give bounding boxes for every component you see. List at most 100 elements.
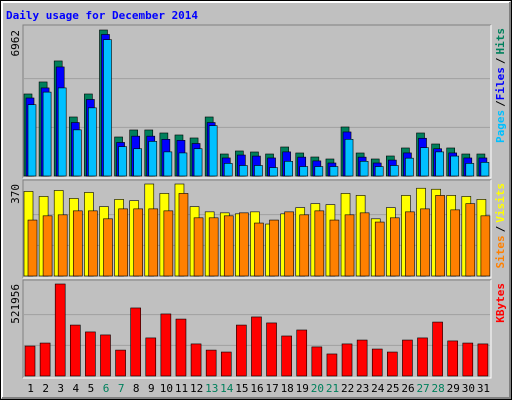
x-tick-label: 3	[57, 382, 64, 395]
legend: Sites / Visits	[494, 183, 507, 269]
bar	[239, 165, 248, 177]
panel-bevel-light	[23, 280, 492, 379]
bar	[405, 211, 415, 277]
x-tick-label: 9	[148, 382, 155, 395]
bar	[118, 208, 128, 277]
x-tick-label: 25	[386, 382, 399, 395]
bar	[359, 212, 370, 277]
bar	[72, 129, 82, 177]
bar	[54, 283, 66, 377]
x-tick-label: 4	[73, 382, 80, 395]
x-tick-label: 7	[118, 382, 125, 395]
x-tick-label: 5	[88, 382, 95, 395]
bar	[450, 209, 461, 277]
bar	[236, 324, 247, 377]
bar	[118, 146, 127, 177]
bar	[133, 148, 142, 177]
x-tick-label: 20	[311, 382, 324, 395]
x-tick-label: 26	[401, 382, 414, 395]
x-tick-label: 22	[341, 382, 354, 395]
legend-entry: Visits	[494, 183, 507, 223]
bar	[205, 349, 217, 377]
bar	[57, 214, 68, 277]
bar	[329, 166, 339, 177]
bar	[193, 148, 203, 177]
panel-bevel-dark	[22, 279, 491, 378]
x-tick-label: 28	[432, 382, 445, 395]
panel-bevel-dark	[22, 179, 491, 278]
x-tick-label: 29	[447, 382, 460, 395]
x-tick-label: 6	[103, 382, 110, 395]
bar	[284, 211, 294, 277]
x-tick-label: 10	[160, 382, 173, 395]
panel-bevel-light	[23, 180, 492, 279]
bar	[326, 353, 338, 377]
bar	[420, 147, 429, 177]
bar	[432, 321, 443, 377]
bar	[477, 343, 489, 377]
bar	[72, 210, 83, 277]
bar	[178, 152, 188, 177]
legend-entry: KBytes	[494, 283, 507, 323]
bar	[208, 217, 219, 277]
x-tick-label: 17	[265, 382, 278, 395]
bar	[42, 215, 53, 277]
panel-bevel-light	[23, 25, 492, 179]
bar	[266, 322, 277, 377]
bar	[220, 351, 232, 377]
bar	[296, 329, 308, 377]
bar	[254, 165, 263, 177]
bar	[239, 212, 249, 277]
bar	[480, 215, 491, 277]
bar	[311, 346, 323, 377]
x-tick-label: 2	[42, 382, 49, 395]
bar	[57, 87, 67, 177]
bar	[133, 208, 143, 277]
bar	[374, 221, 385, 277]
x-tick-label: 8	[133, 382, 140, 395]
legend-separator: /	[494, 100, 507, 107]
legend-entry: Pages	[494, 110, 507, 143]
bar	[314, 210, 325, 277]
legend-entry: Files	[494, 67, 507, 100]
bar	[39, 342, 51, 377]
bar	[344, 139, 354, 177]
bar	[223, 163, 233, 177]
x-tick-label: 19	[296, 382, 309, 395]
bar	[344, 214, 355, 277]
bar	[100, 334, 111, 377]
bar	[299, 166, 309, 177]
bar	[465, 163, 475, 177]
y-tick-label: 6962	[9, 30, 22, 57]
x-tick-label: 23	[356, 382, 369, 395]
bar	[480, 162, 490, 177]
bar	[223, 215, 234, 277]
bar	[163, 210, 174, 277]
bar	[269, 167, 278, 177]
x-tick-label: 27	[416, 382, 429, 395]
legend-entry: Sites	[494, 235, 507, 268]
bar	[163, 151, 173, 177]
x-tick-label: 15	[235, 382, 248, 395]
bar	[178, 193, 189, 277]
bar	[254, 222, 264, 277]
x-tick-label: 24	[371, 382, 385, 395]
bar	[435, 151, 444, 177]
bar	[374, 166, 384, 177]
bar	[85, 331, 96, 377]
bar	[208, 125, 218, 177]
bar	[417, 337, 428, 377]
bar	[450, 155, 460, 177]
x-tick-label: 31	[477, 382, 490, 395]
bar	[88, 210, 98, 277]
x-tick-label: 13	[205, 382, 218, 395]
bar	[193, 217, 204, 277]
bar	[24, 345, 36, 377]
x-tick-label: 12	[190, 382, 203, 395]
bar	[390, 217, 400, 277]
bar	[103, 218, 113, 277]
y-tick-label: 370	[9, 184, 22, 204]
bar	[269, 219, 279, 277]
